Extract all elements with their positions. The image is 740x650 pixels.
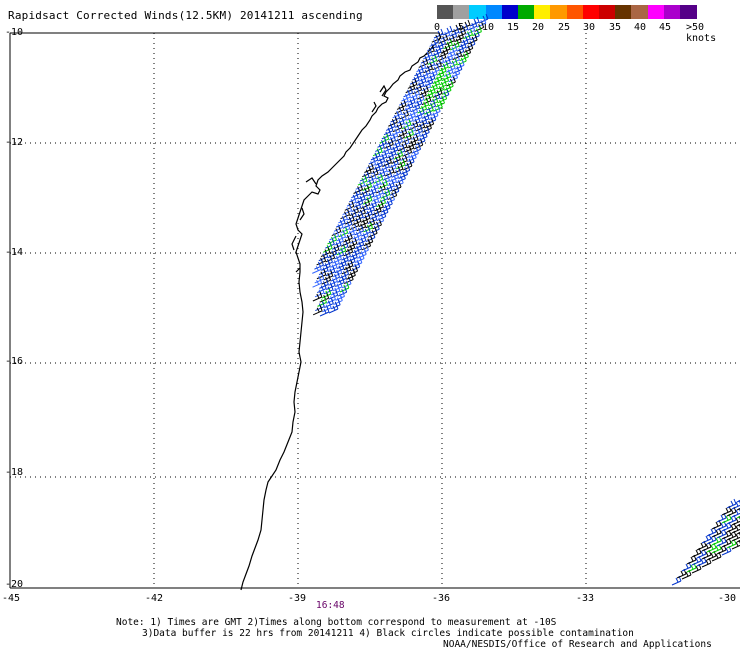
wind-barb (736, 540, 740, 543)
legend-swatch (647, 5, 665, 19)
wind-barb (312, 264, 322, 274)
graticule (10, 33, 740, 588)
legend-tick-label: 0 (434, 22, 441, 33)
wind-barb (726, 498, 737, 509)
wind-barb (312, 277, 323, 288)
note-line-2: 3)Data buffer is 22 hrs from 20141211 4)… (142, 628, 634, 639)
wind-barb (736, 524, 740, 527)
time-marker: 16:48 (316, 600, 345, 611)
legend-tick-label: 15 (507, 22, 520, 33)
lon-label: -45 (2, 593, 21, 604)
lat-label: -18 (5, 467, 24, 478)
wind-barb (312, 291, 323, 302)
wind-barb (736, 508, 740, 511)
legend-swatch (518, 5, 535, 19)
legend-swatch (631, 5, 649, 19)
legend-swatch (437, 5, 454, 19)
legend-swatch (599, 5, 616, 19)
legend-swatch (615, 5, 632, 19)
legend-tick-label: >50 knots (686, 22, 717, 44)
legend-tick-label: 25 (558, 22, 571, 33)
wind-barb (312, 305, 323, 316)
map-frame (9, 32, 740, 589)
lon-label: -30 (718, 593, 737, 604)
lon-label: -39 (288, 593, 307, 604)
legend-swatch (663, 5, 681, 19)
wind-barb (736, 500, 740, 503)
wind-barb (736, 516, 740, 519)
lat-label: -10 (5, 27, 24, 38)
lat-label: -20 (5, 579, 24, 590)
lon-label: -42 (145, 593, 164, 604)
legend-swatch (680, 5, 697, 19)
note-line-3: NOAA/NESDIS/Office of Research and Appli… (443, 639, 712, 650)
wind-barbs (312, 13, 740, 586)
wind-barb (328, 303, 339, 314)
legend-tick-label: 40 (634, 22, 647, 33)
legend-tick-label: 35 (609, 22, 622, 33)
lon-label: -36 (432, 593, 451, 604)
legend-swatch (501, 5, 519, 19)
legend-tick-label: 10 (482, 22, 495, 33)
lat-label: -12 (5, 137, 24, 148)
legend-swatch (453, 5, 470, 19)
wind-barb (319, 306, 330, 317)
legend-tick-label: 20 (532, 22, 545, 33)
legend-tick-label: 45 (659, 22, 672, 33)
legend-swatch (469, 5, 487, 19)
coastline (240, 35, 442, 591)
legend-swatch (550, 5, 568, 19)
wind-barb (736, 532, 740, 535)
legend-swatch (485, 5, 503, 19)
lat-label: -14 (5, 247, 24, 258)
legend-tick-label: 30 (583, 22, 596, 33)
lat-label: -16 (5, 356, 24, 367)
legend-swatch (566, 5, 584, 19)
legend-swatch (534, 5, 551, 19)
figure-title: Rapidsact Corrected Winds(12.5KM) 201412… (8, 9, 363, 22)
coastline-detail (291, 84, 387, 273)
legend-swatch (582, 5, 600, 19)
note-line-1: Note: 1) Times are GMT 2)Times along bot… (116, 617, 557, 628)
lon-label: -33 (576, 593, 595, 604)
